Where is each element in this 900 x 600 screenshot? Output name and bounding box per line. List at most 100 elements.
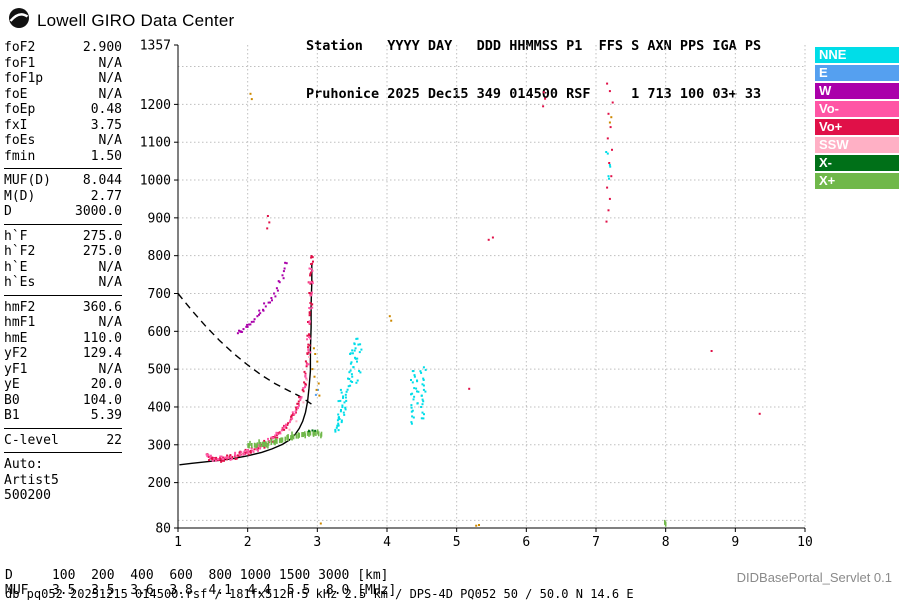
param-label: Auto: [4, 457, 44, 472]
param-label: hmF2 [4, 299, 36, 315]
param-value: 110.0 [82, 330, 122, 346]
param-label: foF2 [4, 40, 36, 55]
param-value: N/A [98, 86, 122, 102]
param-row-foep: foEp 0.48 [4, 102, 122, 118]
x-tick-label: 2 [244, 535, 252, 550]
param-label: fxI [4, 117, 28, 133]
series-w-second-order-trace [236, 261, 288, 335]
param-row-yf1: yF1 N/A [4, 362, 122, 378]
y-tick-label: 1100 [140, 136, 171, 151]
param-label: hmF1 [4, 315, 36, 330]
param-row-fof1p: foF1p N/A [4, 71, 122, 87]
legend-item-e: E [815, 65, 899, 81]
x-tick-label: 3 [313, 535, 321, 550]
x-tick-label: 6 [522, 535, 530, 550]
param-row-hme: hmE 110.0 [4, 331, 122, 347]
param-row-auto: Auto: [4, 457, 122, 473]
param-value: 22 [106, 432, 122, 448]
x-tick-label: 5 [453, 535, 461, 550]
param-label: hmE [4, 330, 28, 346]
x-tick-label: 4 [383, 535, 391, 550]
param-label: h`E [4, 259, 28, 275]
param-value: N/A [98, 55, 122, 71]
param-row-hmf2: hmF2 360.6 [4, 300, 122, 316]
station-value-row: Pruhonice 2025 Dec15 349 014500 RSF 1 71… [306, 86, 762, 102]
param-label: foEp [4, 102, 36, 117]
y-tick-label: 800 [148, 249, 171, 264]
param-value: 3.75 [90, 117, 122, 133]
legend-item-nne: NNE [815, 47, 899, 63]
param-label: MUF(D) [4, 173, 51, 188]
param-label: Artist5 [4, 472, 59, 488]
divider [4, 223, 122, 225]
param-row-hf2: h`F2 275.0 [4, 244, 122, 260]
legend-item-x: X+ [815, 173, 899, 189]
param-label: h`Es [4, 275, 36, 290]
param-value: 0.48 [90, 102, 122, 117]
param-row-foes: foEs N/A [4, 133, 122, 149]
param-value: 20.0 [90, 377, 122, 392]
param-value: 2.900 [82, 40, 122, 55]
param-label: yF1 [4, 361, 28, 377]
legend-item-x: X- [815, 155, 899, 171]
param-label: yF2 [4, 346, 28, 361]
param-row-fof2: foF2 2.900 [4, 40, 122, 56]
param-label: foF1 [4, 55, 36, 71]
lowell-giro-logo-icon [8, 7, 30, 34]
param-row-b1: B1 5.39 [4, 408, 122, 424]
y-tick-label: 700 [148, 287, 171, 302]
param-label: 500200 [4, 488, 51, 503]
param-value: 275.0 [82, 228, 122, 244]
legend-item-w: W [815, 83, 899, 99]
param-row-fxi: fxI 3.75 [4, 118, 122, 134]
series-nne-oblique-echoes [334, 151, 612, 433]
series-e-points [314, 388, 319, 396]
legend-item-vo: Vo+ [815, 119, 899, 135]
param-value: 2.77 [90, 188, 122, 204]
param-row-md: M(D) 2.77 [4, 189, 122, 205]
x-tick-label: 10 [797, 535, 813, 550]
divider [4, 427, 122, 429]
param-label: foEs [4, 133, 36, 148]
param-row-hf: h`F 275.0 [4, 229, 122, 245]
series-amber-scatter [249, 92, 613, 527]
param-row-500200: 500200 [4, 488, 122, 504]
legend-item-vo: Vo- [815, 101, 899, 117]
param-value: 8.044 [82, 173, 122, 188]
series-vo+-sporadic-scatter [266, 82, 761, 415]
param-label: B0 [4, 392, 20, 408]
param-value: N/A [98, 71, 122, 86]
param-value: N/A [98, 133, 122, 148]
param-row-d: D 3000.0 [4, 204, 122, 220]
param-value: 275.0 [82, 244, 122, 259]
param-label: h`F [4, 228, 28, 244]
station-info: Station YYYY DAY DDD HHMMSS P1 FFS S AXN… [306, 6, 761, 134]
ionogram-canvas: 1357120011001000900800700600500400300200… [140, 39, 813, 551]
muf-transmission-curve [177, 293, 313, 405]
param-value: N/A [98, 275, 122, 290]
param-label: M(D) [4, 188, 36, 204]
param-row-he: h`E N/A [4, 260, 122, 276]
param-row-hmf1: hmF1 N/A [4, 315, 122, 331]
param-value: N/A [98, 361, 122, 377]
ionogram-plot: 1357 1200 1100 1000 900 800 700 600 500 400 300 200… [105, 35, 820, 551]
param-label: B1 [4, 408, 20, 423]
station-header-row: Station YYYY DAY DDD HHMMSS P1 FFS S AXN… [306, 38, 762, 54]
brand: Lowell GIRO Data Center [8, 7, 234, 34]
legend-item-ssw: SSW [815, 137, 899, 153]
brand-title: Lowell GIRO Data Center [37, 10, 235, 30]
param-value: 3000.0 [75, 204, 122, 219]
param-label: D [4, 204, 12, 219]
param-label: fmin [4, 148, 36, 164]
param-label: h`F2 [4, 244, 36, 259]
param-value: 360.6 [82, 299, 122, 315]
series-x--points [308, 429, 317, 433]
y-tick-label: 1357 [140, 39, 171, 54]
param-row-foe: foE N/A [4, 87, 122, 103]
muf-row: MUF 3.5 3.5 3.6 3.8 4.1 4.4 5.5 8.0 [MHz… [5, 583, 397, 598]
param-row-mufd: MUF(D) 8.044 [4, 173, 122, 189]
y-tick-label: 1200 [140, 98, 171, 113]
param-row-hes: h`Es N/A [4, 275, 122, 291]
param-row-clevel: C-level 22 [4, 433, 122, 449]
